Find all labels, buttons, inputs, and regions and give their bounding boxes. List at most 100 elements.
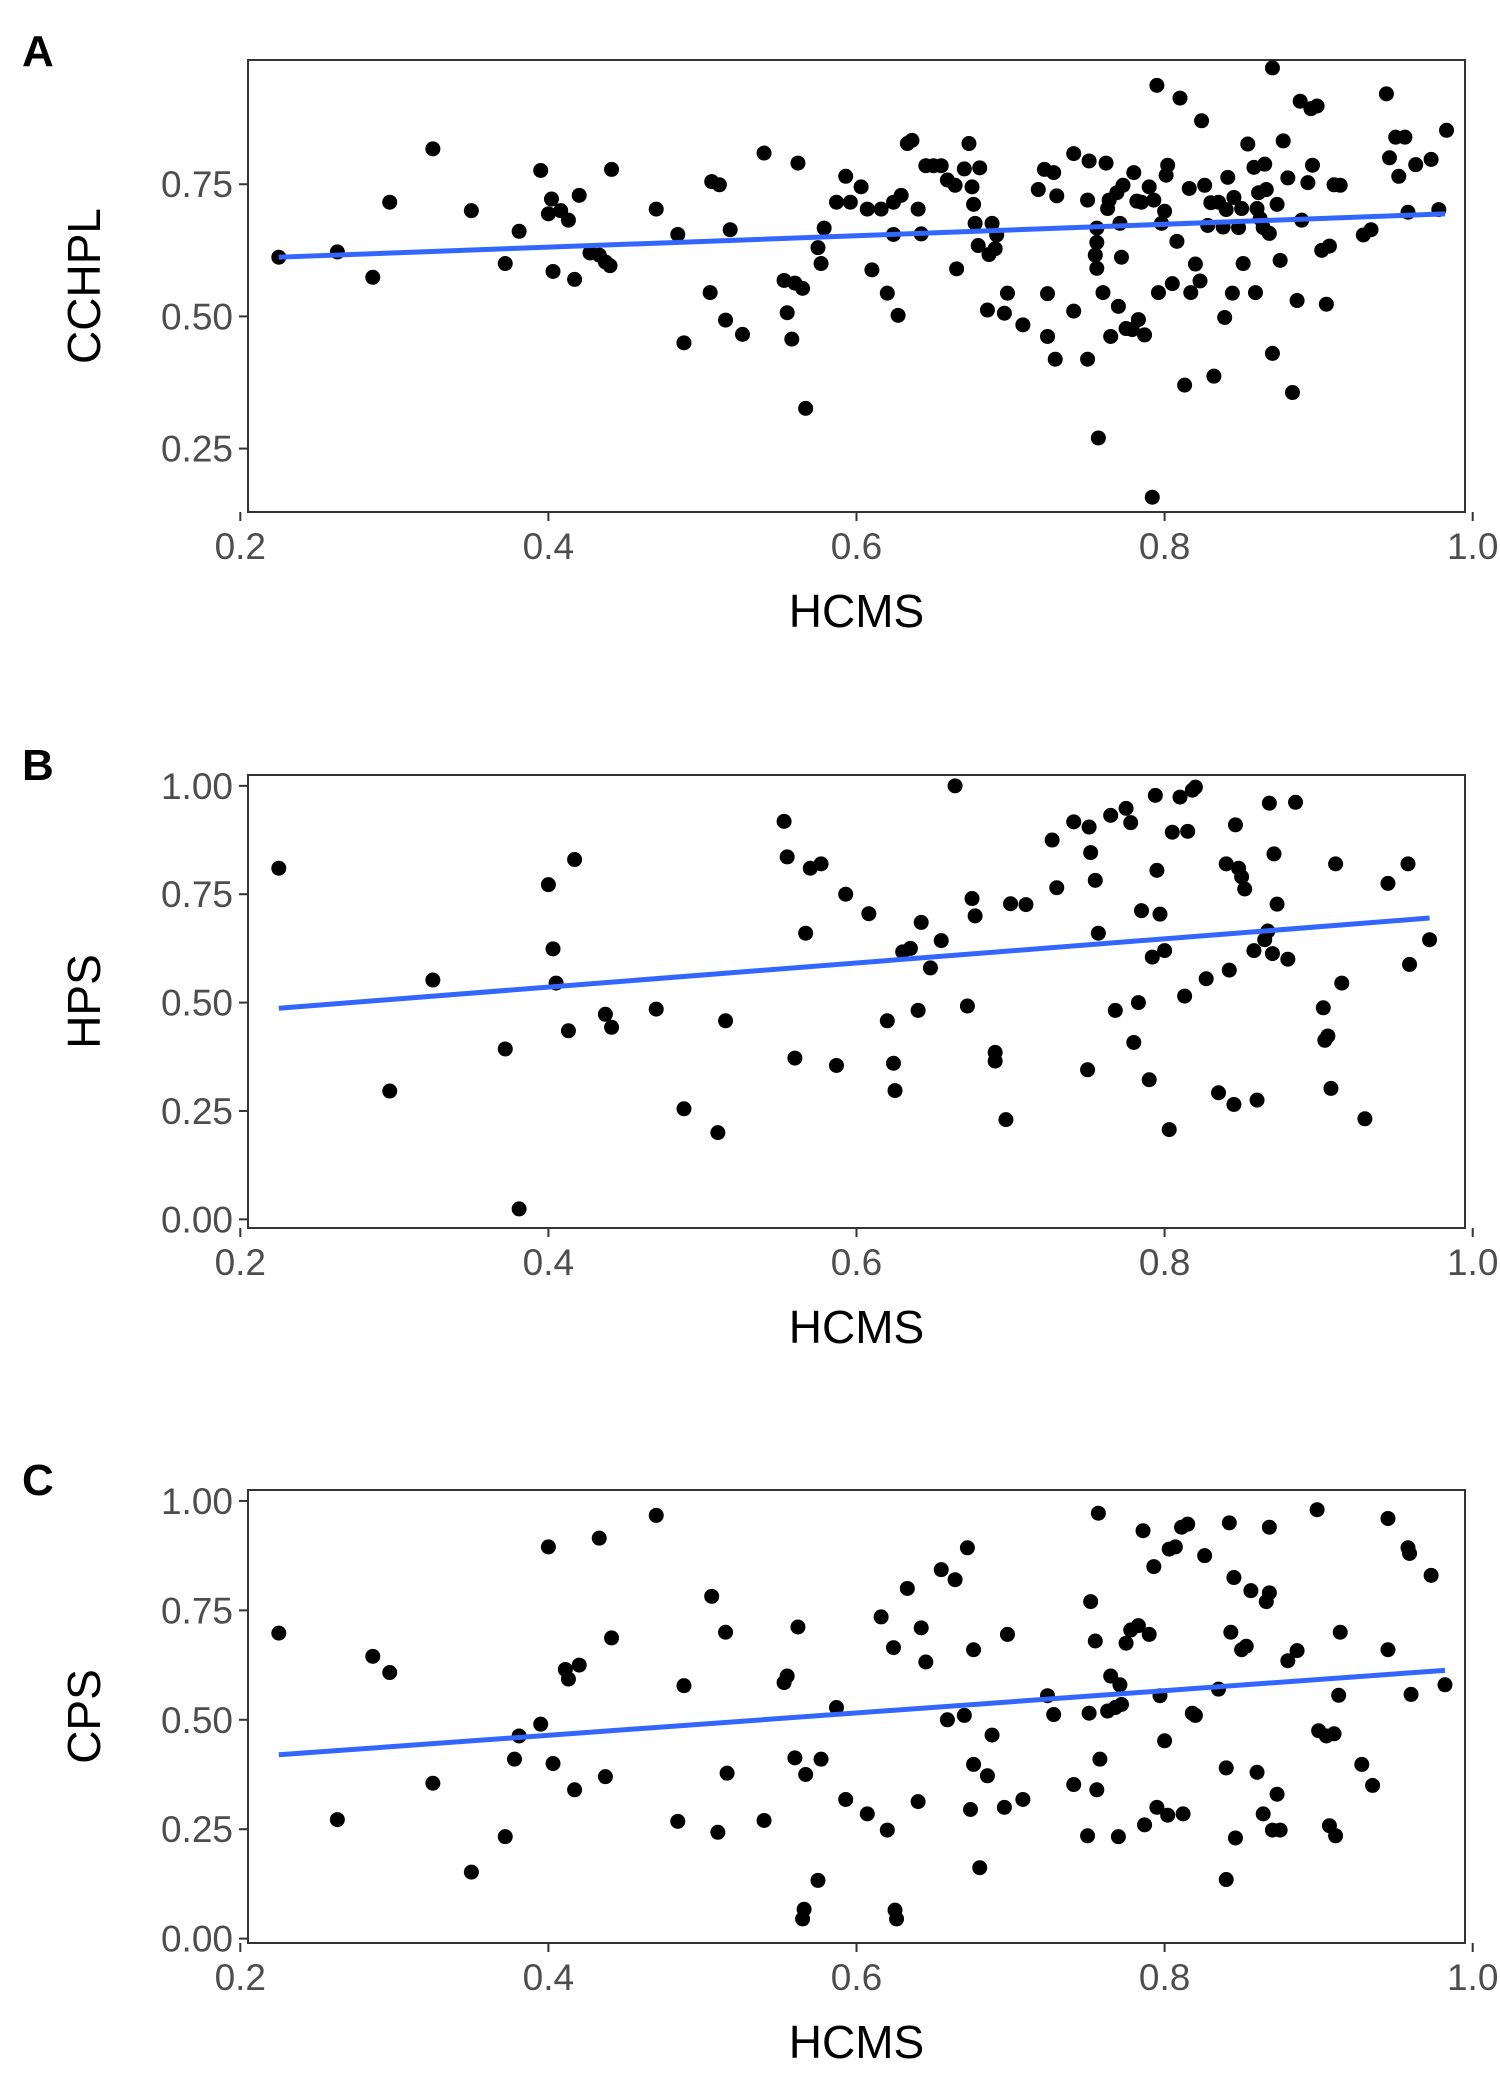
data-point: [899, 1580, 915, 1596]
data-point: [1328, 1828, 1344, 1844]
data-point: [1040, 328, 1056, 344]
data-point: [511, 1201, 527, 1217]
data-point: [271, 249, 287, 265]
data-point: [1015, 1791, 1031, 1807]
data-point: [962, 1802, 978, 1818]
data-point: [560, 212, 576, 228]
data-point: [1365, 1777, 1381, 1793]
data-point: [842, 194, 858, 210]
data-point: [1015, 317, 1031, 333]
data-point: [1080, 1062, 1096, 1078]
data-point: [1326, 1726, 1342, 1742]
data-point: [939, 1712, 955, 1728]
data-point: [718, 312, 734, 328]
data-point: [879, 285, 895, 301]
data-point: [910, 201, 926, 217]
data-point: [1110, 298, 1126, 314]
data-point: [1098, 155, 1114, 171]
data-point: [545, 263, 561, 279]
data-point: [1402, 1545, 1418, 1561]
data-point: [1003, 896, 1019, 912]
data-point: [1149, 862, 1165, 878]
data-point: [497, 256, 513, 272]
data-point: [1234, 201, 1250, 217]
data-point: [1397, 129, 1413, 145]
data-point: [813, 856, 829, 872]
data-point: [1227, 817, 1243, 833]
data-point: [1206, 368, 1222, 384]
data-point: [602, 258, 618, 274]
data-point: [1227, 1830, 1243, 1846]
data-point: [1149, 1799, 1165, 1815]
x-tick-label: 0.6: [831, 1957, 882, 1998]
y-axis-title: CPS: [58, 1669, 110, 1764]
data-point: [567, 271, 583, 287]
data-point: [597, 1006, 613, 1022]
data-point: [956, 161, 972, 177]
data-point: [704, 1588, 720, 1604]
data-point: [1080, 351, 1096, 367]
plot-frame: [247, 59, 1466, 513]
data-point: [1149, 77, 1165, 93]
data-point: [1046, 1707, 1062, 1723]
data-point: [1243, 1583, 1259, 1599]
data-point: [1240, 136, 1256, 152]
data-point: [670, 1813, 686, 1829]
x-tick-label: 0.6: [831, 1242, 882, 1283]
data-point: [904, 132, 920, 148]
data-point: [648, 1001, 664, 1017]
data-point: [1235, 256, 1251, 272]
data-point: [1089, 260, 1105, 276]
data-point: [1133, 194, 1149, 210]
data-point: [1218, 202, 1234, 218]
data-point: [1226, 1570, 1242, 1586]
data-point: [1092, 1751, 1108, 1767]
data-point: [1047, 351, 1063, 367]
data-point: [1234, 869, 1250, 885]
data-point: [1164, 824, 1180, 840]
data-point: [1089, 234, 1105, 250]
data-point: [1130, 312, 1146, 328]
data-point: [1218, 1760, 1234, 1776]
data-point: [1150, 285, 1166, 301]
data-point: [1257, 156, 1273, 172]
data-point: [1187, 779, 1203, 795]
data-point: [648, 201, 664, 217]
data-point: [711, 177, 727, 193]
y-tick-label: 1.00: [161, 1481, 233, 1522]
data-point: [1090, 925, 1106, 941]
x-tick-label: 0.2: [215, 526, 266, 567]
data-point: [784, 331, 800, 347]
data-point: [967, 215, 983, 231]
data-point: [676, 335, 692, 351]
data-point: [670, 226, 686, 242]
data-point: [1146, 192, 1162, 208]
data-point: [382, 194, 398, 210]
data-point: [722, 222, 738, 238]
data-point: [933, 1562, 949, 1578]
y-tick-label: 0.25: [161, 429, 233, 470]
data-point: [676, 1678, 692, 1694]
data-point: [816, 220, 832, 236]
data-point: [910, 1794, 926, 1810]
data-point: [719, 1765, 735, 1781]
data-point: [947, 177, 963, 193]
data-point: [838, 886, 854, 902]
data-point: [1380, 1510, 1396, 1526]
data-point: [676, 1101, 692, 1117]
data-point: [798, 925, 814, 941]
data-point: [1261, 795, 1277, 811]
data-point: [1304, 157, 1320, 173]
data-point: [1380, 875, 1396, 891]
data-point: [1103, 807, 1119, 823]
data-point: [1328, 856, 1344, 872]
data-point: [947, 778, 963, 794]
data-point: [1066, 814, 1082, 830]
data-point: [710, 1824, 726, 1840]
data-point: [1046, 165, 1062, 181]
data-point: [463, 1864, 479, 1880]
data-point: [828, 1700, 844, 1716]
data-point: [511, 223, 527, 239]
data-point: [947, 1572, 963, 1588]
